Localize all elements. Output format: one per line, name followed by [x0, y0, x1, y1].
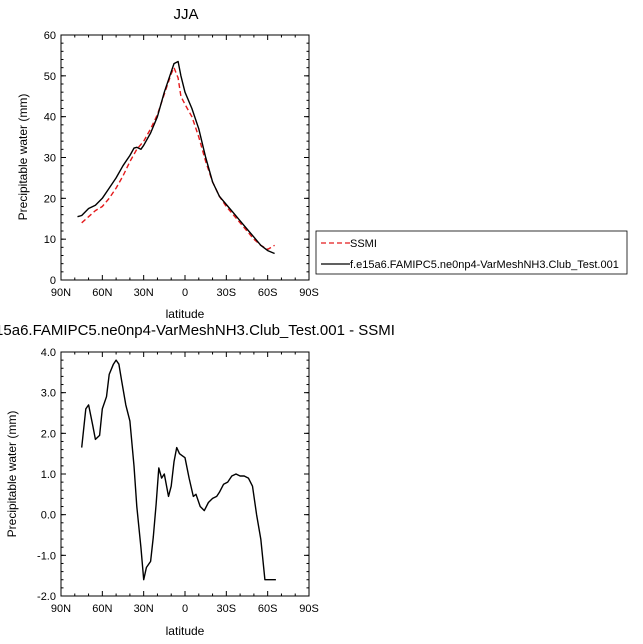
top-plot-frame [60, 34, 310, 281]
top-y-tick-label: 0 [50, 275, 56, 287]
top-y-tick-label: 50 [44, 71, 56, 83]
top-title: JJA [173, 6, 198, 23]
bottom-x-tick-label: 60S [258, 603, 278, 615]
top-y-tick-label: 60 [44, 30, 56, 42]
top-x-tick-label: 60N [92, 287, 112, 299]
legend: SSMI f.e15a6.FAMIPC5.ne0np4-VarMeshNH3.C… [315, 230, 628, 275]
top-x-tick-label: 30S [217, 287, 237, 299]
bottom-y-axis-label: Precipitable water (mm) [5, 411, 19, 538]
legend-label-model: f.e15a6.FAMIPC5.ne0np4-VarMeshNH3.Club_T… [350, 259, 619, 271]
top-y-tick-label: 20 [44, 193, 56, 205]
bottom-y-tick-label: 2.0 [41, 428, 56, 440]
top-y-tick-label: 10 [44, 234, 56, 246]
bottom-x-tick-label: 30N [134, 603, 154, 615]
bottom-x-tick-label: 0 [182, 603, 188, 615]
top-y-tick-label: 40 [44, 112, 56, 124]
top-series-line-1 [77, 60, 275, 255]
top-x-tick-label: 30N [134, 287, 154, 299]
top-series-line-0 [81, 66, 275, 251]
bottom-x-tick-label: 90S [299, 603, 319, 615]
bottom-x-axis-label: latitude [166, 624, 205, 638]
bottom-y-tick-label: 1.0 [41, 469, 56, 481]
bottom-plot-frame [60, 351, 310, 597]
top-x-tick-label: 60S [258, 287, 278, 299]
legend-label-ssmi: SSMI [350, 238, 377, 250]
top-y-axis-label: Precipitable water (mm) [16, 94, 30, 221]
top-y-tick-label: 30 [44, 153, 56, 165]
bottom-series-line-0 [81, 359, 276, 581]
bottom-y-tick-label: 4.0 [41, 347, 56, 359]
bottom-y-tick-label: -2.0 [37, 591, 56, 603]
top-x-tick-label: 0 [182, 287, 188, 299]
top-x-tick-label: 90S [299, 287, 319, 299]
bottom-x-tick-label: 90N [51, 603, 71, 615]
bottom-title: 15a6.FAMIPC5.ne0np4-VarMeshNH3.Club_Test… [0, 322, 395, 339]
legend-frame [315, 230, 628, 275]
bottom-x-tick-label: 30S [217, 603, 237, 615]
bottom-x-tick-label: 60N [92, 603, 112, 615]
bottom-panel: 15a6.FAMIPC5.ne0np4-VarMeshNH3.Club_Test… [0, 322, 395, 638]
bottom-y-tick-label: -1.0 [37, 550, 56, 562]
top-x-tick-label: 90N [51, 287, 71, 299]
bottom-y-tick-label: 0.0 [41, 510, 56, 522]
top-x-axis-label: latitude [166, 307, 205, 321]
top-panel: JJA 90N 60N 30N 0 30S 60S 90S 0 10 20 30 40 50 60 lat… [16, 6, 319, 321]
bottom-y-tick-label: 3.0 [41, 388, 56, 400]
